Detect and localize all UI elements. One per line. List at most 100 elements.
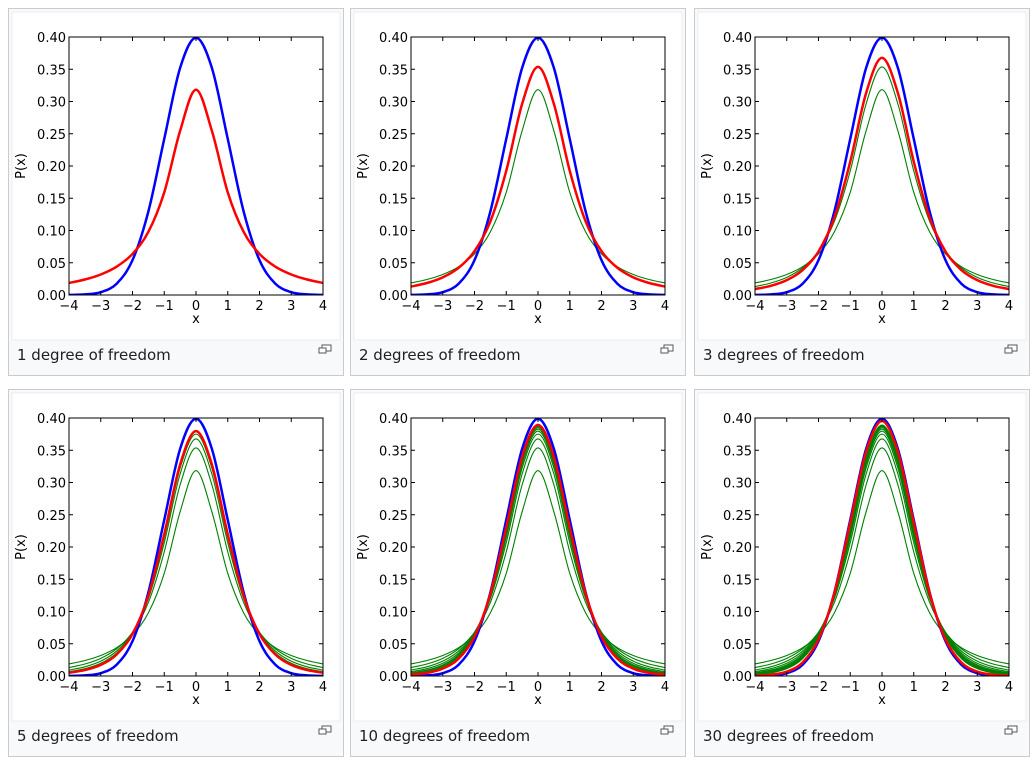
y-tick-label: 0.10 xyxy=(379,225,408,240)
x-axis-label: x xyxy=(192,312,200,327)
series-line xyxy=(69,429,323,674)
x-tick-label: 0 xyxy=(878,680,886,695)
y-axis-label: P(x) xyxy=(700,534,715,560)
figure: −4 −3 −2 −1 0 1 2 3 4 0.00 0.05 0.10 0.15 0.20 0.25 0.3… xyxy=(350,389,686,757)
y-tick-label: 0.05 xyxy=(379,638,408,653)
image-area xyxy=(11,11,341,341)
x-tick-label: 4 xyxy=(1005,680,1013,695)
y-tick-label: 0.05 xyxy=(379,257,408,272)
y-tick-label: 0.00 xyxy=(379,289,408,304)
enlarge-icon xyxy=(660,347,669,354)
series-line xyxy=(755,438,1009,671)
x-tick-label: 0 xyxy=(534,680,542,695)
x-tick-label: 0 xyxy=(534,299,542,314)
y-tick-label: 0.30 xyxy=(379,477,408,492)
series-line xyxy=(411,428,665,674)
x-tick-label: 1 xyxy=(224,680,232,695)
series-line xyxy=(755,66,1009,288)
y-tick-label: 0.20 xyxy=(37,541,66,556)
y-tick-label: 0.00 xyxy=(379,670,408,685)
series-line xyxy=(411,423,665,676)
y-tick-label: 0.30 xyxy=(37,96,66,111)
caption: 5 degrees of freedom xyxy=(17,727,179,745)
series-line xyxy=(755,56,1009,291)
x-axis-label: x xyxy=(192,693,200,708)
y-tick-label: 0.35 xyxy=(723,63,752,78)
x-tick-label: −4 xyxy=(401,299,420,314)
series-line xyxy=(755,470,1009,665)
image-area xyxy=(697,11,1027,341)
x-tick-label: 1 xyxy=(566,299,574,314)
series-line xyxy=(69,88,323,285)
y-axis-label: P(x) xyxy=(356,153,371,179)
series-line xyxy=(755,433,1009,673)
y-tick-label: 0.35 xyxy=(379,63,408,78)
series-line xyxy=(755,447,1009,669)
x-tick-label: 3 xyxy=(629,680,637,695)
y-axis-label: P(x) xyxy=(700,153,715,179)
y-tick-label: 0.20 xyxy=(37,160,66,175)
series-line xyxy=(755,428,1009,674)
y-tick-label: 0.25 xyxy=(723,128,752,143)
x-axis-label: x xyxy=(878,312,886,327)
series-line xyxy=(69,447,323,669)
caption: 2 degrees of freedom xyxy=(359,346,521,364)
x-tick-label: −1 xyxy=(497,299,516,314)
x-tick-label: −4 xyxy=(745,299,764,314)
x-tick-label: 2 xyxy=(941,299,949,314)
x-tick-label: −4 xyxy=(59,299,78,314)
caption: 3 degrees of freedom xyxy=(703,346,865,364)
y-tick-label: 0.30 xyxy=(723,96,752,111)
y-tick-label: 0.05 xyxy=(723,638,752,653)
y-tick-label: 0.10 xyxy=(37,225,66,240)
y-tick-label: 0.35 xyxy=(37,444,66,459)
y-tick-label: 0.40 xyxy=(723,31,752,46)
enlarge-icon xyxy=(318,347,327,354)
y-tick-label: 0.25 xyxy=(723,509,752,524)
series-line xyxy=(411,447,665,669)
x-tick-label: −2 xyxy=(123,680,142,695)
y-tick-label: 0.40 xyxy=(379,412,408,427)
caption: 30 degrees of freedom xyxy=(703,727,874,745)
y-tick-label: 0.15 xyxy=(723,573,752,588)
series-line xyxy=(411,430,665,674)
y-tick-label: 0.25 xyxy=(379,128,408,143)
x-tick-label: 3 xyxy=(287,680,295,695)
y-tick-label: 0.15 xyxy=(379,573,408,588)
caption: 10 degrees of freedom xyxy=(359,727,530,745)
caption: 1 degree of freedom xyxy=(17,346,171,364)
x-tick-label: 0 xyxy=(878,299,886,314)
y-tick-label: 0.35 xyxy=(723,444,752,459)
y-tick-label: 0.10 xyxy=(723,225,752,240)
x-tick-label: −2 xyxy=(465,680,484,695)
y-tick-label: 0.40 xyxy=(723,412,752,427)
y-tick-label: 0.30 xyxy=(37,477,66,492)
x-axis-label: x xyxy=(534,693,542,708)
y-tick-label: 0.40 xyxy=(379,31,408,46)
series-line xyxy=(755,89,1009,284)
x-axis-label: x xyxy=(534,312,542,327)
x-tick-label: −1 xyxy=(155,680,174,695)
figure: −4 −3 −2 −1 0 1 2 3 4 0.00 0.05 0.10 0.15 0.20 0.25 0.3… xyxy=(350,8,686,376)
y-tick-label: 0.25 xyxy=(379,509,408,524)
x-tick-label: 3 xyxy=(973,680,981,695)
y-tick-label: 0.30 xyxy=(379,96,408,111)
x-tick-label: 4 xyxy=(319,680,327,695)
y-tick-label: 0.15 xyxy=(37,573,66,588)
y-axis-label: P(x) xyxy=(356,534,371,560)
y-tick-label: 0.20 xyxy=(379,160,408,175)
enlarge-icon xyxy=(1004,347,1013,354)
series-line xyxy=(411,470,665,665)
y-tick-label: 0.00 xyxy=(37,670,66,685)
y-tick-label: 0.20 xyxy=(723,541,752,556)
figure: −4 −3 −2 −1 0 1 2 3 4 0.00 0.05 0.10 0.15 0.20 0.25 0.3… xyxy=(8,389,344,757)
x-tick-label: 3 xyxy=(629,299,637,314)
y-tick-label: 0.00 xyxy=(723,670,752,685)
image-area xyxy=(353,11,683,341)
x-tick-label: −4 xyxy=(401,680,420,695)
x-tick-label: 2 xyxy=(597,299,605,314)
enlarge-icon xyxy=(660,728,669,735)
series-line xyxy=(755,430,1009,674)
x-tick-label: −4 xyxy=(59,680,78,695)
x-tick-label: −3 xyxy=(91,299,110,314)
